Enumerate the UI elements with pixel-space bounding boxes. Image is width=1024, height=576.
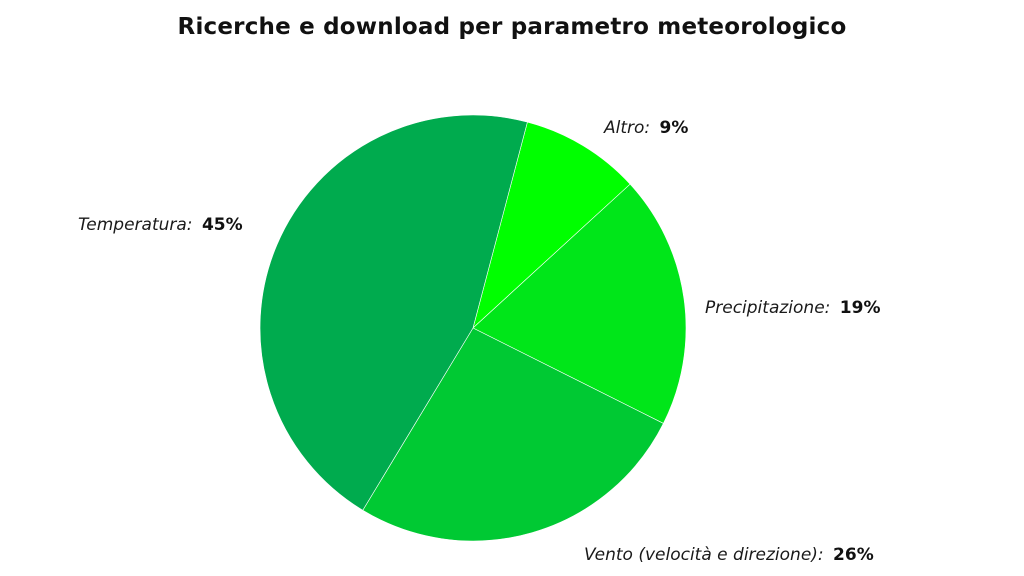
slice-category-label: Precipitazione: [705, 298, 836, 318]
slice-label-4: Temperatura: 45% [78, 215, 243, 235]
slice-value-label: 26% [833, 545, 874, 565]
slice-label-2: Precipitazione: 19% [705, 298, 880, 318]
slice-value-label: 45% [202, 215, 243, 235]
slice-label-3: Vento (velocità e direzione): 26% [584, 545, 874, 565]
slice-category-label: Vento (velocità e direzione): [584, 545, 829, 565]
chart-title: Ricerche e download per parametro meteor… [177, 14, 847, 40]
slice-category-label: Temperatura: [78, 215, 198, 235]
slice-label-1: Altro: 9% [603, 118, 688, 138]
pie-slice-2 [472, 183, 687, 424]
slice-category-label: Altro: [603, 118, 656, 138]
pie-slice-3 [362, 327, 664, 542]
pie-slice-1 [472, 121, 631, 329]
slice-value-label: 19% [840, 298, 881, 318]
pie-slice-4 [259, 114, 528, 511]
slice-value-label: 9% [660, 118, 689, 138]
